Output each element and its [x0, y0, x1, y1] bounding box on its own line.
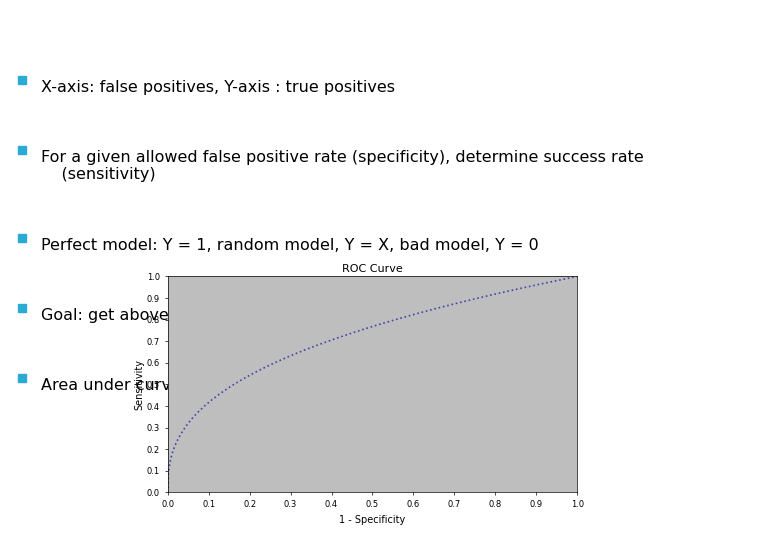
Text: 23: 23	[743, 511, 766, 530]
X-axis label: 1 - Specificity: 1 - Specificity	[339, 515, 406, 525]
Text: Area under curve good indication of quality of model:: Area under curve good indication of qual…	[41, 378, 477, 393]
Text: Goal: get above Y = X: Goal: get above Y = X	[41, 308, 218, 323]
Text: X-axis: false positives, Y-axis : true positives: X-axis: false positives, Y-axis : true p…	[41, 80, 395, 94]
Text: ROC curve: ROC curve	[14, 17, 200, 48]
Y-axis label: Sensitivity: Sensitivity	[134, 359, 144, 410]
Title: ROC Curve: ROC Curve	[342, 264, 402, 274]
Text: c-value: c-value	[477, 378, 541, 393]
Text: For a given allowed false positive rate (specificity), determine success rate
  : For a given allowed false positive rate …	[41, 150, 643, 183]
Text: neometrics: neometrics	[14, 511, 127, 530]
Text: Perfect model: Y = 1, random model, Y = X, bad model, Y = 0: Perfect model: Y = 1, random model, Y = …	[41, 238, 538, 253]
